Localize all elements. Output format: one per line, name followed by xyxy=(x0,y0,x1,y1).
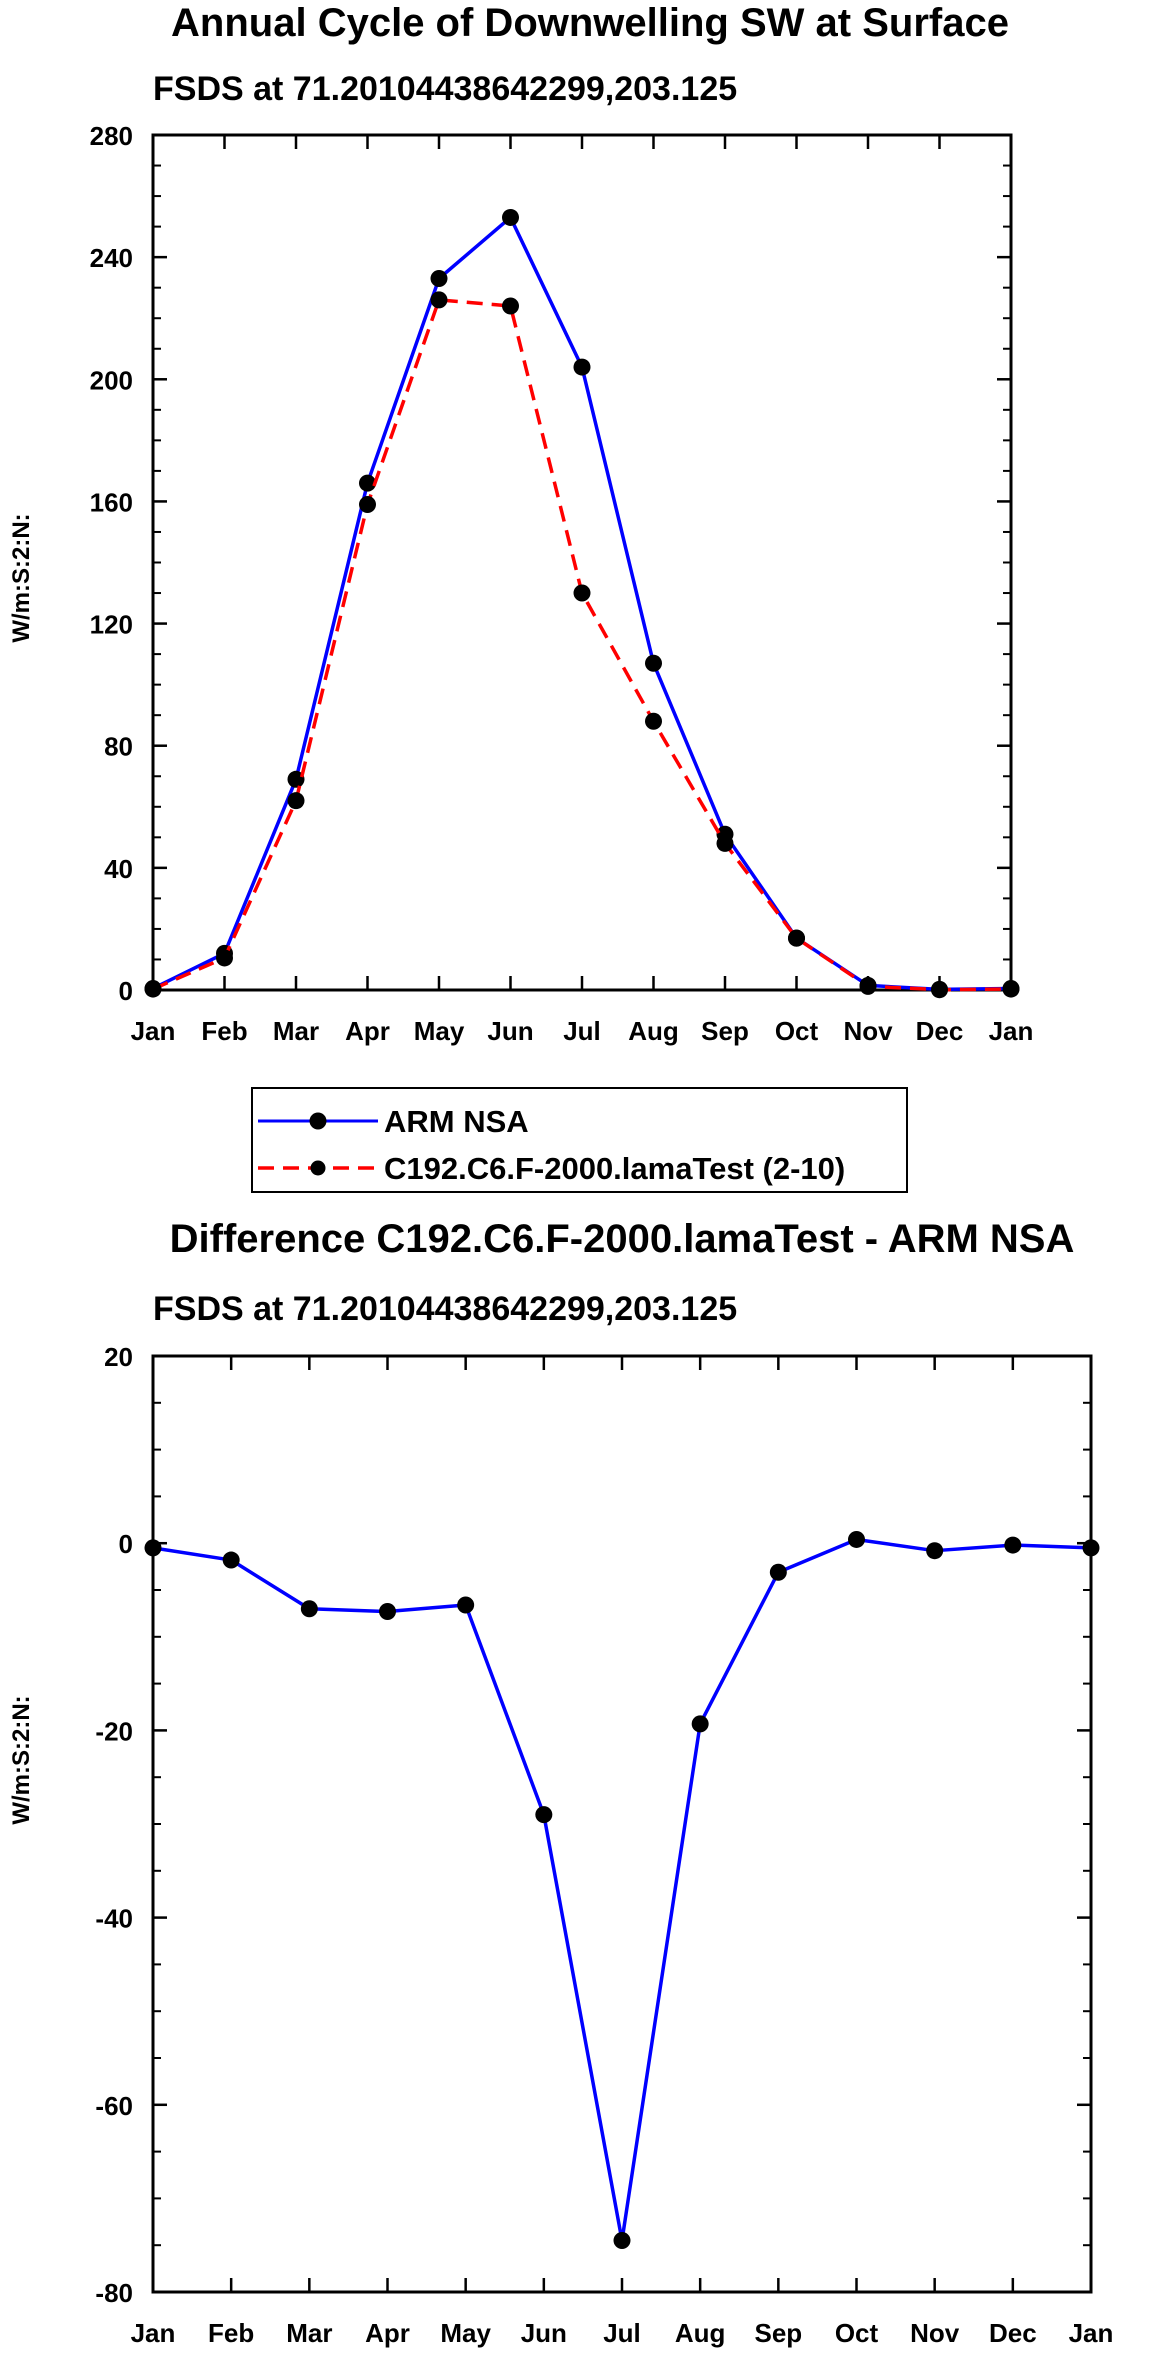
legend-label-series-1: C192.C6.F-2000.lamaTest (2-10) xyxy=(384,1151,845,1186)
chart2-ytick-label: 20 xyxy=(104,1342,133,1372)
chart2-plot: Jan Feb Mar Apr May Jun Jul Aug Sep Oct Nov Dec Jan -… xyxy=(95,1342,1113,2348)
chart2-xtick-label: Feb xyxy=(208,2318,254,2348)
chart2-series-0-point xyxy=(926,1542,944,1560)
chart2-series-0-line xyxy=(152,1537,1092,2243)
chart2-series-0-point xyxy=(1082,1539,1100,1557)
chart1-series-1-point xyxy=(716,834,734,852)
chart1-series-1-point xyxy=(502,297,519,315)
chart1-series-1-point xyxy=(430,291,448,309)
chart1-plot: Jan Feb Mar Apr May Jun Jul Aug Sep Oct Nov Dec Jan 0… xyxy=(90,121,1034,1046)
chart1-series-0-point xyxy=(359,474,376,492)
chart2-xtick-label: Oct xyxy=(835,2318,879,2348)
chart2-xtick-label: Dec xyxy=(989,2318,1037,2348)
chart1-series-1-point xyxy=(645,712,662,730)
chart2-xtick-label: Jan xyxy=(131,2318,176,2348)
chart2-xtick-label: May xyxy=(440,2318,491,2348)
chart2-series-0-point xyxy=(457,1596,475,1614)
chart1-series-0-point xyxy=(573,358,591,376)
chart2-ytick-label: 0 xyxy=(119,1529,133,1559)
legend-marker-series-0 xyxy=(309,1112,327,1130)
chart1-series-0-point xyxy=(645,654,662,672)
chart2-ylabel: W/m:S:2:N: xyxy=(8,1695,35,1824)
legend-label-series-0: ARM NSA xyxy=(384,1104,529,1139)
chart2-series-0-point xyxy=(1004,1536,1022,1554)
chart1-xtick-label: Jul xyxy=(563,1016,601,1046)
legend-box xyxy=(251,1087,908,1193)
chart1-title: Annual Cycle of Downwelling SW at Surfac… xyxy=(171,1,1009,45)
chart2-ytick-label: -40 xyxy=(95,1904,133,1934)
chart2-xtick-label: Mar xyxy=(286,2318,332,2348)
chart2-frame xyxy=(151,1354,1093,2294)
chart1-ylabel: W/m:S:2:N: xyxy=(8,513,35,642)
chart1-xtick-label: Dec xyxy=(916,1016,964,1046)
chart1-ytick-label: 280 xyxy=(90,121,133,151)
chart1-xtick-label: Apr xyxy=(345,1016,390,1046)
chart2-series-0-point xyxy=(300,1600,318,1618)
chart1-series-0-line xyxy=(152,215,1012,992)
chart2-subtitle: FSDS at 71.20104438642299,203.125 xyxy=(153,1290,737,1328)
chart2-series-0-point xyxy=(691,1715,709,1733)
legend: ARM NSA C192.C6.F-2000.lamaTest (2-10) xyxy=(251,1087,908,1193)
chart1-ytick-label: 40 xyxy=(104,854,133,884)
chart2-xtick-label: Apr xyxy=(365,2318,410,2348)
chart1-xtick-label: Jan xyxy=(131,1016,176,1046)
chart1-ytick-label: 160 xyxy=(90,487,133,517)
chart2-ytick-label: -80 xyxy=(95,2278,133,2308)
chart1-xtick-label: Oct xyxy=(775,1016,819,1046)
chart1-series-1-point xyxy=(859,977,877,995)
chart1-series-1-point xyxy=(931,981,948,999)
chart2-xtick-label: Jul xyxy=(603,2318,641,2348)
chart1-xtick-label: May xyxy=(414,1016,465,1046)
chart1-series-0-point xyxy=(430,270,448,288)
chart1-xtick-label: Sep xyxy=(701,1016,749,1046)
chart1-ytick-label: 80 xyxy=(104,732,133,762)
legend-marker-series-1 xyxy=(310,1160,326,1176)
chart1-xtick-label: Aug xyxy=(628,1016,679,1046)
chart1-series-1-line xyxy=(152,298,1012,992)
chart1-xtick-label: Jun xyxy=(487,1016,533,1046)
chart1-xtick-label: Feb xyxy=(201,1016,247,1046)
chart1-series-1-point xyxy=(216,949,233,967)
chart2-series-0-point xyxy=(535,1806,553,1824)
chart1-ytick-label: 200 xyxy=(90,365,133,395)
chart2-series-0-point xyxy=(848,1530,865,1548)
chart2-xtick-label: Nov xyxy=(910,2318,960,2348)
chart2-series-0-point xyxy=(613,2232,631,2250)
chart2-xtick-label: Sep xyxy=(754,2318,802,2348)
chart1-series-1-point xyxy=(1002,980,1020,998)
chart2-title: Difference C192.C6.F-2000.lamaTest - ARM… xyxy=(170,1217,1075,1261)
chart1-series-1-point xyxy=(788,929,805,947)
chart2-series-0-point xyxy=(222,1551,240,1569)
chart1-ytick-label: 0 xyxy=(119,976,133,1006)
chart1-series-0-point xyxy=(502,208,519,226)
chart1-xtick-label: Mar xyxy=(273,1016,319,1046)
chart1-series-1-point xyxy=(287,792,305,810)
chart2-xtick-label: Jan xyxy=(1069,2318,1114,2348)
chart1-ytick-label: 240 xyxy=(90,243,133,273)
chart1-series-0-point xyxy=(287,770,305,788)
chart1-series-1-point xyxy=(144,980,162,998)
chart2-ytick-label: -20 xyxy=(95,1716,133,1746)
chart1-series-1-point xyxy=(359,495,376,513)
chart1-xtick-label: Jan xyxy=(989,1016,1034,1046)
chart1-subtitle: FSDS at 71.20104438642299,203.125 xyxy=(153,70,737,108)
chart1-frame xyxy=(151,133,1013,992)
chart2-xtick-label: Aug xyxy=(675,2318,726,2348)
chart2-series-0-point xyxy=(769,1563,787,1581)
chart2-ytick-label: -60 xyxy=(95,2091,133,2121)
chart1-xtick-label: Nov xyxy=(843,1016,893,1046)
chart2-series-0-point xyxy=(144,1539,162,1557)
chart2-xtick-label: Jun xyxy=(521,2318,567,2348)
chart2-series-0-point xyxy=(379,1603,396,1621)
chart1-series-1-point xyxy=(573,584,591,602)
chart1-ytick-label: 120 xyxy=(90,610,133,640)
